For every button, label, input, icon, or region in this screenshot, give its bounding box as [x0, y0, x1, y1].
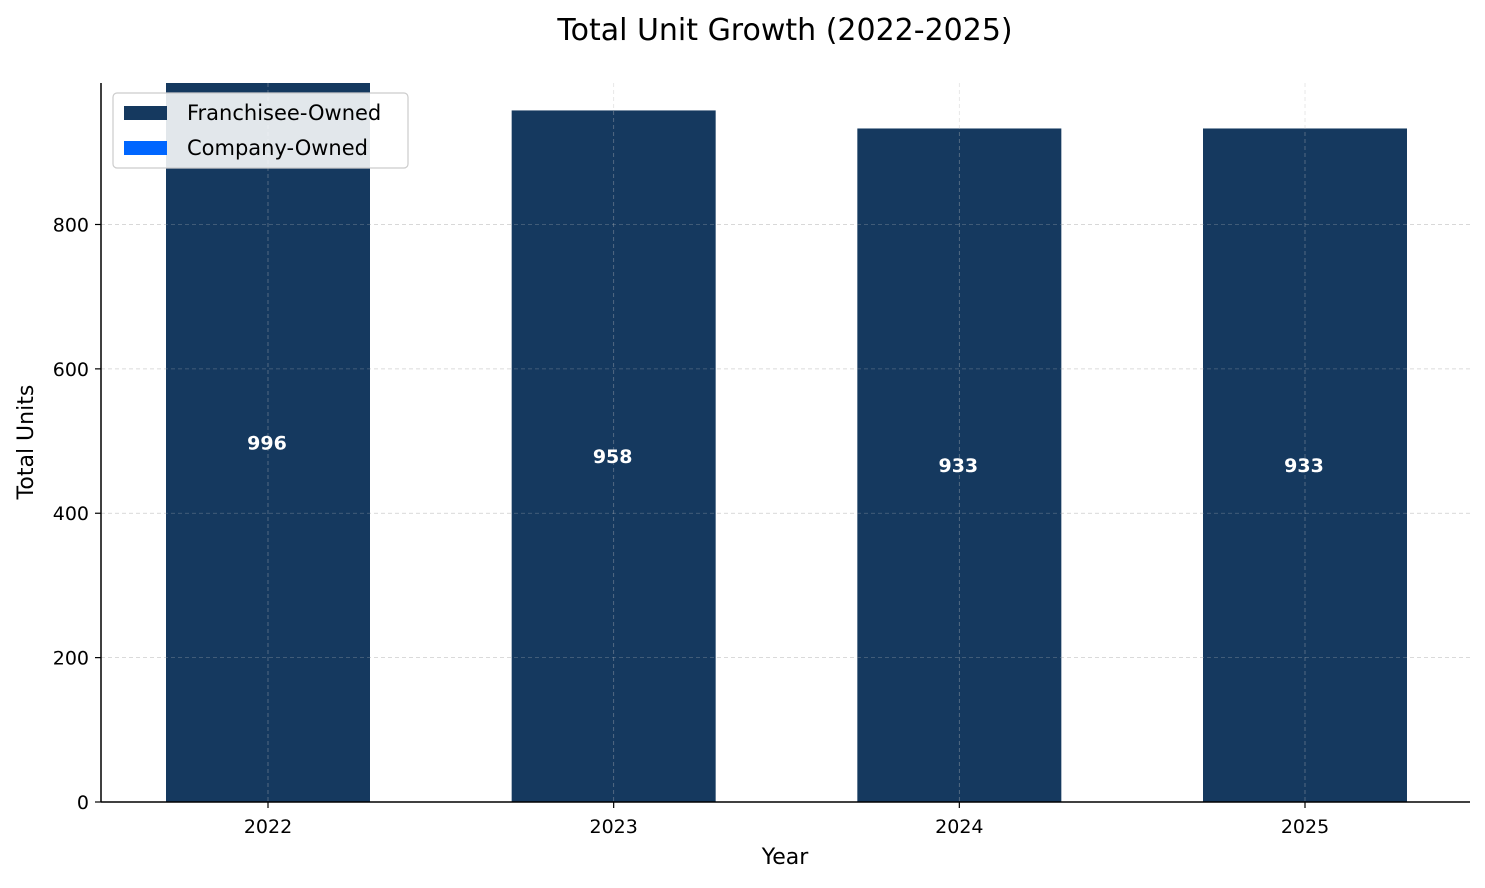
data-label-2024: 933 — [938, 455, 978, 477]
x-tick-label: 2025 — [1281, 816, 1329, 838]
y-tick-label: 0 — [77, 792, 89, 814]
x-tick-label: 2023 — [589, 816, 637, 838]
y-axis-label: Total Units — [14, 385, 39, 501]
y-tick-label: 400 — [53, 503, 89, 525]
legend-box — [112, 92, 409, 169]
y-tick-label: 800 — [53, 214, 89, 236]
data-label-2023: 958 — [593, 446, 633, 468]
y-tick-label: 600 — [53, 359, 89, 381]
legend: Franchisee-Owned Company-Owned — [112, 92, 409, 169]
data-label-2025: 933 — [1284, 455, 1324, 477]
legend-label: Company-Owned — [187, 136, 368, 160]
bar-franchisee-owned-2023 — [511, 110, 716, 803]
legend-swatch — [124, 106, 167, 120]
y-tick-label: 200 — [53, 648, 89, 670]
legend-label: Franchisee-Owned — [187, 101, 381, 125]
bar-franchisee-owned-2022 — [166, 83, 370, 802]
bar-franchisee-owned-2024 — [857, 128, 1062, 803]
x-tick-label: 2022 — [244, 816, 292, 838]
legend-swatch — [124, 141, 167, 155]
data-labels: 996 958 933 933 — [247, 433, 1324, 478]
x-tick-label: 2024 — [935, 816, 983, 838]
bars — [101, 83, 1470, 803]
chart-title: Total Unit Growth (2022-2025) — [556, 13, 1012, 48]
bar-franchisee-owned-2025 — [1203, 128, 1407, 803]
data-label-2022: 996 — [247, 433, 287, 455]
x-axis-label: Year — [761, 845, 810, 870]
axes: 0 200 400 600 800 2022 2023 2024 2025 — [53, 83, 1470, 838]
